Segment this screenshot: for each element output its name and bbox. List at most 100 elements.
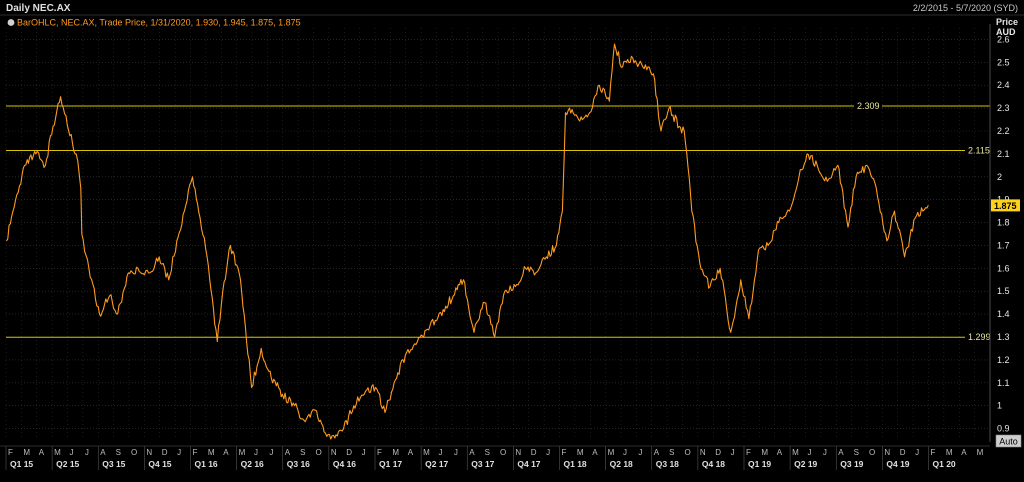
x-month-label: J bbox=[623, 448, 627, 457]
x-month-label: J bbox=[915, 448, 919, 457]
x-quarter-label: Q2 16 bbox=[241, 459, 264, 469]
x-month-label: O bbox=[131, 448, 137, 457]
y-tick-label: 1.3 bbox=[997, 332, 1010, 342]
auto-scale-label: Auto bbox=[999, 437, 1018, 447]
auto-scale-button[interactable] bbox=[995, 434, 1022, 448]
x-month-label: N bbox=[884, 448, 890, 457]
x-month-label: O bbox=[500, 448, 506, 457]
x-month-label: M bbox=[977, 448, 984, 457]
x-month-label: M bbox=[392, 448, 399, 457]
x-month-label: M bbox=[23, 448, 30, 457]
x-quarter-label: Q4 19 bbox=[886, 459, 909, 469]
x-month-label: J bbox=[269, 448, 273, 457]
x-month-label: N bbox=[515, 448, 521, 457]
x-month-label: N bbox=[146, 448, 152, 457]
x-month-label: J bbox=[85, 448, 89, 457]
reference-label-bg bbox=[965, 144, 993, 156]
x-month-label: D bbox=[162, 448, 168, 457]
x-month-label: M bbox=[239, 448, 246, 457]
x-quarter-label: Q2 19 bbox=[794, 459, 817, 469]
x-month-label: A bbox=[285, 448, 291, 457]
x-month-label: M bbox=[208, 448, 215, 457]
x-quarter-label: Q2 15 bbox=[56, 459, 79, 469]
x-month-label: D bbox=[900, 448, 906, 457]
axis-unit-currency: AUD bbox=[996, 27, 1016, 37]
x-month-label: J bbox=[808, 448, 812, 457]
x-month-label: A bbox=[592, 448, 598, 457]
x-month-label: J bbox=[638, 448, 642, 457]
x-quarter-label: Q1 16 bbox=[195, 459, 218, 469]
x-month-label: M bbox=[946, 448, 953, 457]
x-month-label: J bbox=[177, 448, 181, 457]
y-tick-label: 1.6 bbox=[997, 263, 1010, 273]
y-tick-label: 1.7 bbox=[997, 240, 1010, 250]
x-month-label: A bbox=[39, 448, 45, 457]
x-quarter-label: Q1 15 bbox=[10, 459, 33, 469]
y-tick-label: 2 bbox=[997, 172, 1002, 182]
x-quarter-label: Q2 17 bbox=[425, 459, 448, 469]
chart-title: Daily NEC.AX bbox=[6, 3, 71, 14]
x-month-label: D bbox=[346, 448, 352, 457]
x-month-label: J bbox=[362, 448, 366, 457]
x-month-label: A bbox=[961, 448, 967, 457]
x-month-label: A bbox=[100, 448, 106, 457]
x-month-label: F bbox=[377, 448, 382, 457]
price-series-line[interactable] bbox=[6, 43, 929, 440]
x-quarter-label: Q3 17 bbox=[471, 459, 494, 469]
x-month-label: J bbox=[254, 448, 258, 457]
date-range: 2/2/2015 - 5/7/2020 (SYD) bbox=[913, 3, 1018, 13]
y-tick-label: 1.2 bbox=[997, 355, 1010, 365]
y-tick-label: 2.1 bbox=[997, 149, 1010, 159]
x-month-label: N bbox=[700, 448, 706, 457]
x-month-label: O bbox=[316, 448, 322, 457]
y-tick-label: 1.1 bbox=[997, 378, 1010, 388]
y-tick-label: 1.8 bbox=[997, 218, 1010, 228]
x-month-label: A bbox=[223, 448, 229, 457]
x-month-label: J bbox=[439, 448, 443, 457]
last-price-badge bbox=[991, 199, 1020, 212]
x-month-label: F bbox=[8, 448, 13, 457]
x-month-label: F bbox=[746, 448, 751, 457]
x-month-label: D bbox=[715, 448, 721, 457]
x-month-label: J bbox=[823, 448, 827, 457]
legend-text: BarOHLC, NEC.AX, Trade Price, 1/31/2020,… bbox=[17, 18, 301, 28]
x-month-label: A bbox=[777, 448, 783, 457]
x-month-label: M bbox=[761, 448, 768, 457]
x-month-label: N bbox=[331, 448, 337, 457]
reference-label: 2.115 bbox=[968, 145, 990, 155]
x-month-label: A bbox=[654, 448, 660, 457]
x-quarter-label: Q1 17 bbox=[379, 459, 402, 469]
x-month-label: J bbox=[546, 448, 550, 457]
x-quarter-label: Q1 19 bbox=[748, 459, 771, 469]
y-tick-label: 1.4 bbox=[997, 309, 1010, 319]
legend-series-icon[interactable] bbox=[7, 19, 15, 26]
last-price-label: 1.875 bbox=[994, 201, 1017, 211]
x-month-label: M bbox=[608, 448, 615, 457]
x-month-label: S bbox=[116, 448, 121, 457]
x-month-label: M bbox=[792, 448, 799, 457]
x-month-label: A bbox=[469, 448, 475, 457]
x-month-label: A bbox=[408, 448, 414, 457]
reference-label: 2.309 bbox=[857, 101, 880, 111]
x-month-label: J bbox=[731, 448, 735, 457]
x-month-label: S bbox=[300, 448, 305, 457]
y-tick-label: 1 bbox=[997, 401, 1002, 411]
x-quarter-label: Q4 16 bbox=[333, 459, 356, 469]
x-month-label: S bbox=[485, 448, 490, 457]
x-month-label: M bbox=[423, 448, 430, 457]
x-quarter-label: Q3 19 bbox=[840, 459, 863, 469]
axis-unit-price: Price bbox=[996, 17, 1018, 27]
x-month-label: M bbox=[54, 448, 61, 457]
x-quarter-label: Q4 15 bbox=[148, 459, 171, 469]
x-month-label: F bbox=[193, 448, 198, 457]
reference-label: 1.299 bbox=[968, 332, 991, 342]
x-quarter-label: Q4 18 bbox=[702, 459, 725, 469]
x-month-label: D bbox=[531, 448, 537, 457]
y-tick-label: 2.3 bbox=[997, 103, 1010, 113]
x-month-label: F bbox=[562, 448, 567, 457]
y-tick-label: 1.5 bbox=[997, 286, 1010, 296]
x-quarter-label: Q1 18 bbox=[564, 459, 587, 469]
y-tick-label: 0.9 bbox=[997, 424, 1010, 434]
